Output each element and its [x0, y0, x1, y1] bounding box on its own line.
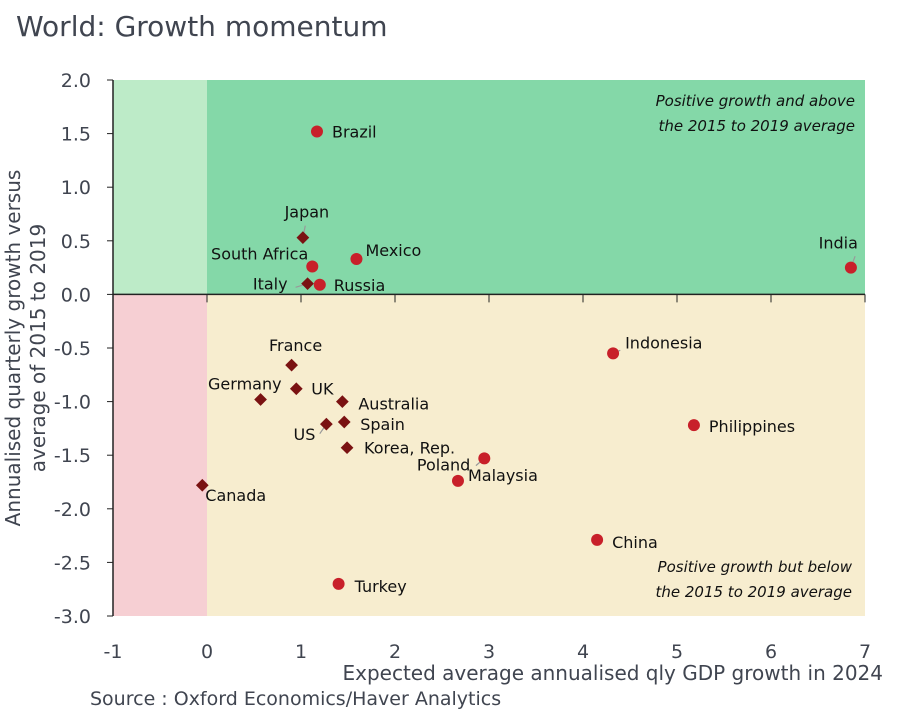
point-canada: [195, 478, 209, 492]
point-indonesia: [607, 347, 620, 360]
point-germany: [254, 393, 267, 406]
point-label: Spain: [360, 415, 405, 434]
x-tick-label: 7: [859, 641, 871, 663]
point-label: Canada: [205, 486, 266, 505]
point-south-africa: [306, 260, 319, 273]
point-russia: [313, 278, 326, 291]
y-tick-label: -2.0: [54, 499, 91, 521]
point-australia: [335, 395, 349, 408]
x-tick-label: 4: [577, 641, 589, 663]
point-label: Korea, Rep.: [364, 439, 455, 458]
point-poland: [478, 452, 491, 465]
source-note: Source : Oxford Economics/Haver Analytic…: [90, 688, 502, 710]
y-tick-label: 1.0: [61, 177, 91, 199]
x-tick-label: 1: [295, 641, 307, 663]
y-tick-label: -1.0: [54, 392, 91, 414]
point-label: Russia: [334, 276, 385, 295]
quadrant-top: [207, 80, 865, 295]
point-malaysia: [451, 474, 464, 487]
x-tick-label: 2: [389, 641, 401, 663]
point-label: Poland: [417, 455, 470, 474]
annotation-above-average: the 2015 to 2019 average: [658, 117, 855, 135]
y-axis-label: Annualised quarterly growth versus averag…: [1, 170, 50, 527]
point-label: Japan: [284, 203, 330, 222]
point-mexico: [350, 253, 363, 266]
annotation-above-average: Positive growth and above: [656, 92, 855, 110]
point-uk: [289, 382, 303, 396]
y-tick-label: 1.5: [61, 124, 91, 146]
y-axis-label-line: average of 2015 to 2019: [26, 224, 50, 472]
x-tick-label: 3: [483, 641, 495, 663]
annotation-below-average: Positive growth but below: [658, 558, 853, 576]
point-turkey: [332, 577, 345, 590]
y-tick-label: -2.5: [54, 552, 91, 574]
x-tick-label: 0: [201, 641, 213, 663]
point-label: Indonesia: [625, 333, 702, 352]
annotation-below-average: the 2015 to 2019 average: [655, 583, 852, 601]
y-tick-label: -3.0: [54, 606, 91, 628]
point-korea-rep-: [340, 441, 354, 455]
point-label: Australia: [358, 395, 429, 414]
point-us: [320, 417, 333, 431]
quadrant-bottom: [207, 294, 865, 616]
point-label: US: [294, 425, 316, 444]
point-label: France: [269, 336, 322, 355]
x-tick-label: -1: [104, 641, 123, 663]
point-label: UK: [311, 380, 334, 399]
point-label: Philippines: [709, 417, 795, 436]
y-axis-label-line: Annualised quarterly growth versus: [1, 170, 25, 527]
point-spain: [337, 415, 351, 429]
point-label: Germany: [208, 374, 282, 393]
point-japan: [296, 231, 310, 244]
point-label: Turkey: [354, 577, 407, 596]
point-china: [591, 533, 604, 546]
y-tick-label: 0.0: [61, 284, 91, 306]
y-tick-label: -0.5: [54, 338, 91, 360]
point-label: China: [612, 533, 658, 552]
point-brazil: [310, 125, 323, 138]
y-tick-label: 2.0: [61, 70, 91, 92]
x-tick-label: 5: [671, 641, 683, 663]
point-label: Mexico: [365, 241, 421, 260]
y-tick-label: -1.5: [54, 445, 91, 467]
x-axis-label: Expected average annualised qly GDP grow…: [342, 661, 883, 685]
point-italy: [301, 277, 314, 291]
point-label: Italy: [253, 275, 288, 294]
y-tick-label: 0.5: [61, 231, 91, 253]
chart-title: World: Growth momentum: [16, 10, 388, 43]
point-label: India: [819, 234, 858, 253]
quadrant-bottom-left: [113, 294, 207, 616]
quadrant-top-left: [113, 80, 207, 295]
point-label: Malaysia: [468, 466, 538, 485]
x-tick-label: 6: [765, 641, 777, 663]
point-india: [844, 261, 857, 274]
point-philippines: [687, 419, 700, 432]
point-label: South Africa: [211, 245, 308, 264]
point-france: [285, 358, 298, 372]
point-label: Brazil: [332, 122, 377, 141]
